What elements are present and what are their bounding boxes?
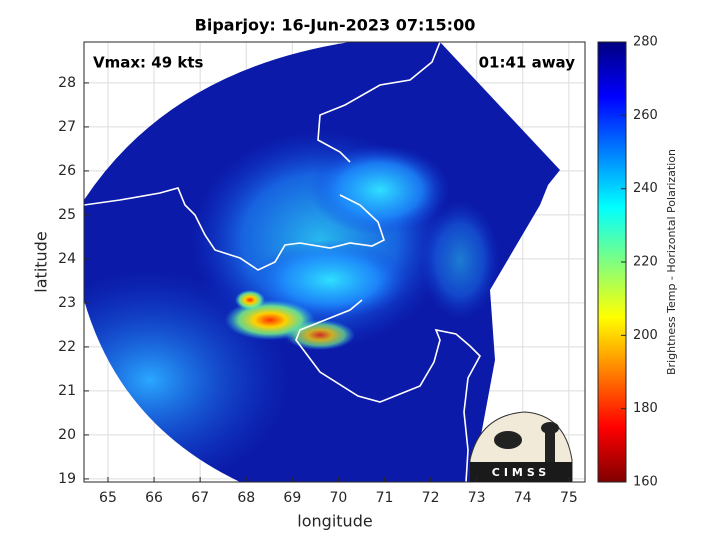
y-tick-label: 28 bbox=[58, 75, 76, 91]
colorbar-tick-label: 220 bbox=[633, 255, 658, 270]
x-tick-label: 65 bbox=[99, 490, 117, 506]
x-tick-label: 75 bbox=[560, 490, 578, 506]
y-tick-label: 22 bbox=[58, 339, 76, 355]
colorbar-tick-label: 240 bbox=[633, 181, 658, 196]
colorbar-tick-label: 180 bbox=[633, 401, 658, 416]
y-tick-label: 21 bbox=[58, 383, 76, 399]
colorbar-tick-label: 260 bbox=[633, 108, 658, 123]
y-tick-label: 27 bbox=[58, 119, 76, 135]
y-tick-label: 20 bbox=[58, 427, 76, 443]
x-tick-label: 69 bbox=[283, 490, 301, 506]
colorbar-tick-label: 160 bbox=[633, 475, 658, 490]
coastline bbox=[84, 42, 481, 482]
x-tick-label: 73 bbox=[468, 490, 486, 506]
x-tick-label: 67 bbox=[191, 490, 209, 506]
chart-title: Biparjoy: 16-Jun-2023 07:15:00 bbox=[195, 16, 476, 35]
colorbar-tick-label: 280 bbox=[633, 35, 658, 50]
x-tick-label: 68 bbox=[237, 490, 255, 506]
y-tick-label: 19 bbox=[58, 471, 76, 487]
plot-frame bbox=[83, 41, 586, 483]
annotation: 01:41 away bbox=[479, 54, 576, 72]
logo-text: CIMSS bbox=[492, 466, 550, 479]
y-tick-label: 24 bbox=[58, 251, 76, 267]
x-axis-label: longitude bbox=[297, 512, 372, 531]
x-tick-label: 66 bbox=[145, 490, 163, 506]
y-tick-label: 25 bbox=[58, 207, 76, 223]
y-axis-label: latitude bbox=[32, 231, 51, 292]
x-tick-label: 72 bbox=[422, 490, 440, 506]
colorbar-label: Brightness Temp - Horizontal Polarizatio… bbox=[665, 149, 678, 375]
x-tick-label: 71 bbox=[376, 490, 394, 506]
annotation: Vmax: 49 kts bbox=[93, 54, 203, 72]
x-tick-label: 70 bbox=[330, 490, 348, 506]
colorbar-tick-label: 200 bbox=[633, 328, 658, 343]
y-tick-label: 23 bbox=[58, 295, 76, 311]
logo: CIMSS bbox=[469, 411, 573, 483]
x-tick-label: 74 bbox=[514, 490, 532, 506]
y-tick-label: 26 bbox=[58, 163, 76, 179]
